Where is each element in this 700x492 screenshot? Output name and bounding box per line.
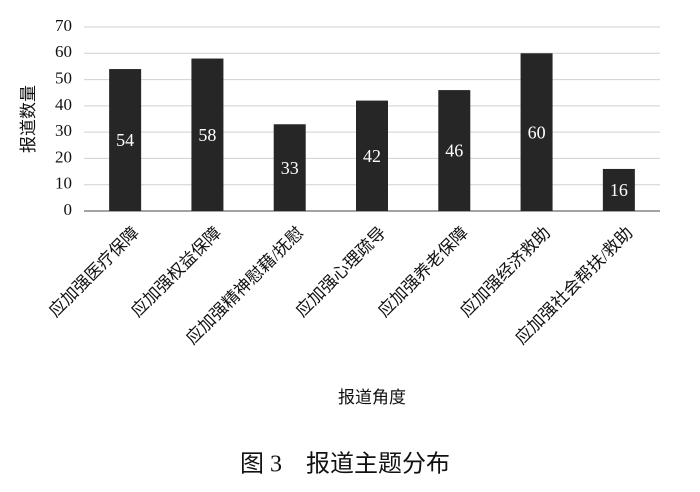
y-tick-label: 0	[64, 200, 73, 219]
value-label: 33	[281, 158, 299, 178]
y-tick-label: 60	[55, 42, 72, 61]
bar	[438, 90, 471, 211]
y-tick-label: 30	[55, 121, 72, 140]
value-label: 54	[116, 130, 134, 150]
caption: 图 3 报道主题分布	[240, 451, 450, 478]
y-tick-label: 40	[55, 95, 72, 114]
value-label: 58	[198, 125, 216, 145]
value-label: 46	[445, 141, 463, 161]
y-tick-label: 50	[55, 68, 72, 87]
bar	[356, 100, 388, 211]
y-tick-label: 20	[55, 147, 72, 166]
value-label: 60	[528, 122, 546, 142]
bar	[273, 124, 306, 211]
x-axis-label: 报道角度	[338, 388, 406, 407]
value-label: 16	[610, 180, 628, 200]
bar	[602, 168, 635, 211]
y-axis-label: 报道数量	[19, 85, 38, 153]
y-tick-label: 70	[55, 16, 72, 35]
bar	[520, 53, 553, 212]
value-label: 42	[363, 146, 381, 166]
y-tick-label: 10	[55, 174, 72, 193]
bar	[191, 58, 224, 211]
bar	[109, 69, 142, 211]
